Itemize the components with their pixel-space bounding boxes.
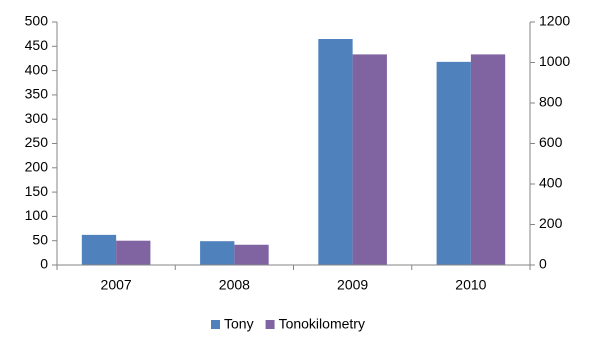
y2-tick-label: 200: [539, 215, 563, 231]
bar: [81, 234, 117, 265]
x-tick-label: 2008: [219, 277, 250, 293]
bar: [318, 39, 353, 266]
y-tick-label: 200: [25, 159, 49, 175]
y2-tick-label: 600: [539, 134, 563, 150]
y-tick-label: 500: [25, 13, 49, 29]
y-tick-label: 350: [25, 86, 49, 102]
bar: [116, 240, 151, 265]
bar: [200, 241, 235, 265]
y-tick-label: 450: [25, 37, 49, 53]
x-tick-label: 2009: [337, 277, 368, 293]
x-tick-label: 2007: [101, 277, 132, 293]
legend-label: Tony: [224, 316, 254, 332]
y2-tick-label: 1000: [539, 53, 570, 69]
y-tick-label: 50: [32, 231, 48, 247]
x-tick-label: 2010: [455, 277, 486, 293]
y-tick-label: 150: [25, 183, 49, 199]
y-tick-label: 250: [25, 134, 49, 150]
legend-swatch: [265, 320, 275, 329]
y2-tick-label: 1200: [539, 13, 570, 29]
bar: [436, 61, 471, 265]
y-tick-label: 100: [25, 207, 49, 223]
y2-tick-label: 0: [539, 256, 547, 272]
y-tick-label: 0: [40, 256, 48, 272]
y2-tick-label: 800: [539, 94, 563, 110]
legend-swatch: [211, 320, 220, 329]
bar: [470, 54, 506, 266]
y-tick-label: 400: [25, 61, 49, 77]
y2-tick-label: 400: [539, 175, 563, 191]
bar: [234, 244, 269, 265]
bar: [352, 54, 387, 266]
y-tick-label: 300: [25, 110, 49, 126]
legend-label: Tonokilometry: [279, 316, 365, 332]
